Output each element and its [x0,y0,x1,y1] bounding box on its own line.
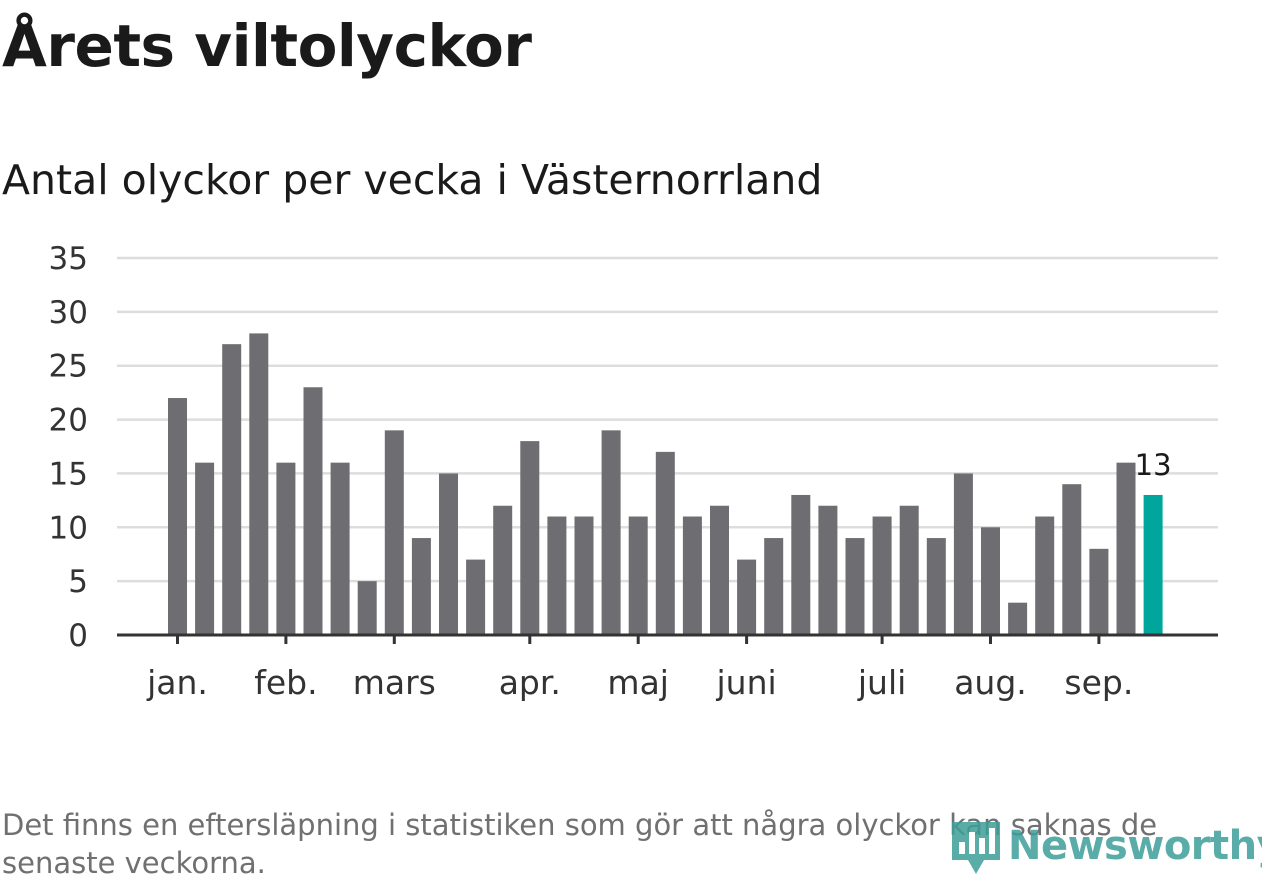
y-tick-label: 25 [49,349,88,385]
bar [1008,602,1028,635]
bar [764,538,784,635]
bar [195,462,215,635]
x-tick-label: juli [857,663,906,702]
chart-subtitle: Antal olyckor per vecka i Västernorrland [2,156,823,204]
x-tick-label: juni [716,663,777,702]
bar-chart: 0 5 10 15 20 25 30 35 jan. feb. mars apr. maj juni ju… [49,241,1218,702]
x-tick-label: jan. [146,663,208,702]
y-tick-label: 15 [49,456,88,492]
bar [249,333,269,635]
data-labels: 13 [1135,448,1172,482]
x-axis-labels: jan. feb. mars apr. maj juni juli aug. sep. [146,663,1133,702]
bar [466,559,486,635]
bar [791,494,811,635]
chart-title: Årets viltolyckor [2,12,532,80]
bar [818,505,838,635]
y-tick-label: 10 [49,510,88,546]
bar [845,538,865,635]
bar [411,538,431,635]
x-tick-label: sep. [1064,663,1133,702]
newsworthy-logo-icon [952,822,1000,874]
x-tick-label: aug. [954,663,1027,702]
bar [1089,548,1109,635]
newsworthy-logo: Newsworthy [950,816,1262,876]
x-tick-label: maj [607,663,669,702]
bar [330,462,350,635]
data-label: 13 [1135,448,1172,482]
bar [601,430,621,635]
bar-highlighted [1143,494,1163,635]
bar [276,462,296,635]
bar [222,344,242,635]
x-axis [117,633,1218,644]
bar [981,527,1000,635]
bar [926,538,946,635]
bar [872,516,892,635]
bar [168,398,187,635]
bar [303,387,323,635]
y-tick-label: 0 [68,618,88,654]
bar [493,505,513,635]
bar [1062,484,1082,635]
bar [547,516,567,635]
y-tick-label: 20 [49,403,88,439]
y-axis-labels: 0 5 10 15 20 25 30 35 [49,241,88,654]
bar [357,581,377,635]
bar [628,516,648,635]
bar [1116,462,1136,635]
bar [1035,516,1055,635]
y-tick-label: 35 [49,241,88,277]
bars [168,333,1163,635]
bar [384,430,404,635]
bar [899,505,919,635]
logo-text: Newsworthy [1008,823,1262,869]
bar [520,441,540,635]
bar [439,473,458,635]
y-tick-label: 30 [49,295,88,331]
x-tick-label: apr. [499,663,561,702]
y-tick-label: 5 [68,564,88,600]
bar [737,559,757,635]
x-tick-label: feb. [254,663,317,702]
bar [953,473,973,635]
x-tick-label: mars [353,663,436,702]
bar [574,516,594,635]
bar [682,516,702,635]
bar [655,451,675,635]
bar [710,505,729,635]
